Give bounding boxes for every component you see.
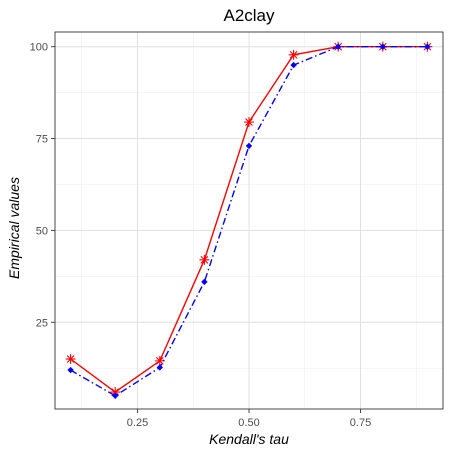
series-1-point (288, 49, 299, 60)
series-1-point (199, 254, 210, 265)
y-tick-label: 50 (36, 225, 48, 237)
chart-title: A2clay (223, 6, 275, 25)
series-2-point (112, 392, 119, 399)
series-2-point (67, 366, 74, 374)
y-tick-label: 100 (30, 42, 48, 54)
x-tick-label: 0.25 (127, 417, 148, 429)
series-1-point (65, 353, 76, 365)
x-tick-label: 0.50 (238, 417, 259, 429)
series-2 (67, 43, 431, 399)
series-2-point (334, 43, 342, 50)
y-tick-label: 25 (36, 317, 48, 329)
x-axis-title: Kendall's tau (209, 431, 289, 447)
series-2-point (156, 364, 164, 371)
axis-ticks: 0.25 0.50 0.75 25 50 75 100 (30, 42, 372, 429)
series-2-point (379, 43, 386, 50)
series-layer (65, 41, 433, 399)
series-2-point (245, 142, 253, 150)
series-1-point (243, 116, 255, 128)
series-2-point (201, 278, 208, 286)
grid-lines (55, 32, 443, 409)
series-2-point (290, 61, 297, 69)
y-tick-label: 75 (36, 134, 48, 146)
y-axis-title: Empirical values (6, 177, 22, 279)
x-tick-label: 0.75 (350, 417, 371, 429)
series-2-point (424, 43, 431, 50)
